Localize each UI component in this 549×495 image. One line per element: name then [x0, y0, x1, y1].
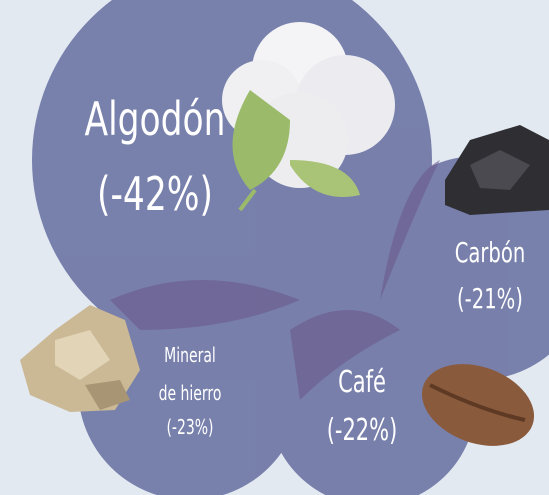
- item-name: Café: [338, 365, 386, 400]
- item-change: (-23%): [166, 417, 213, 440]
- infographic: Algodón (-42%) Carbón (-21%) Mineral de …: [0, 0, 549, 495]
- page: {"items": [ {"name": "Algodón", "change"…: [0, 0, 549, 495]
- item-change: (-42%): [97, 167, 213, 221]
- item-change: (-21%): [457, 283, 523, 315]
- item-name: Carbón: [455, 237, 526, 269]
- item-change: (-22%): [327, 413, 398, 448]
- item-name: de hierro: [159, 383, 222, 406]
- item-name: Algodón: [84, 92, 225, 146]
- item-name: Mineral: [164, 345, 216, 368]
